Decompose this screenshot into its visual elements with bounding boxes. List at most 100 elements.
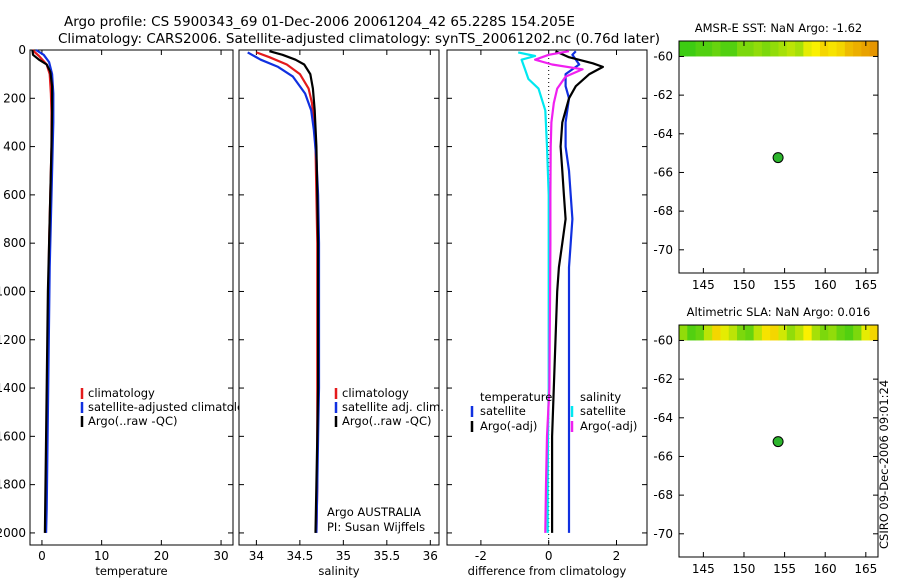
legend-group-title: temperature — [480, 390, 552, 404]
x-axis-label: salinity — [318, 564, 359, 578]
x-tick-label: 34.5 — [287, 549, 314, 563]
map-title: Altimetric SLA: NaN Argo: 0.016 — [687, 305, 871, 319]
legend-group-title: salinity — [580, 390, 621, 404]
x-axis-label: difference from climatology — [468, 564, 627, 578]
map-cell — [778, 41, 788, 57]
y-tick-label: -66 — [653, 165, 673, 179]
legend-label: satellite adj. clim. — [342, 400, 444, 414]
legend-label: Argo(-adj) — [580, 419, 637, 433]
x-axis-label: temperature — [95, 564, 167, 578]
map-cell — [687, 41, 697, 57]
map-cell — [786, 41, 796, 57]
map-cell — [786, 325, 796, 341]
plot-frame — [238, 49, 440, 546]
map-cell — [679, 41, 688, 57]
map-cell — [728, 41, 738, 57]
panel-sst_map: 145 150 155 160 165 -60 -62 -64 -66 -68 -70 AMSR-E … — [653, 21, 879, 292]
map-cell — [745, 41, 755, 57]
annotation-text: PI: Susan Wijffels — [327, 520, 425, 534]
series-line-satellite-adjusted-climatology — [35, 49, 55, 533]
float-position-marker — [772, 152, 784, 164]
map-cell — [770, 325, 780, 341]
y-tick-label: -64 — [653, 127, 673, 141]
map-cell — [819, 41, 829, 57]
y-tick-label: -62 — [653, 372, 673, 386]
x-tick-label: 34 — [249, 549, 264, 563]
map-cell — [836, 325, 846, 341]
map-cell — [861, 325, 871, 341]
legend-label: Argo(-adj) — [480, 419, 537, 433]
map-cell — [770, 41, 780, 57]
map-frame — [678, 40, 879, 274]
map-cell — [844, 325, 854, 341]
map-cell — [795, 41, 804, 57]
map-cell — [861, 41, 871, 57]
y-tick-label: 400 — [3, 140, 26, 154]
x-tick-label: 20 — [154, 549, 169, 563]
x-tick-label: 0 — [38, 549, 46, 563]
y-tick-label: -70 — [653, 527, 673, 541]
map-cell — [737, 325, 746, 341]
map-cell — [761, 325, 771, 341]
y-tick-label: -70 — [653, 243, 673, 257]
legend-label: Argo(..raw -QC) — [342, 414, 432, 428]
series-line-argo-raw-qc- — [269, 50, 320, 533]
legend-label: satellite-adjusted climatology — [88, 400, 258, 414]
map-cell — [819, 325, 829, 341]
x-tick-label: 160 — [814, 562, 837, 576]
map-cell — [853, 41, 863, 57]
y-tick-label: 200 — [3, 91, 26, 105]
annotation-text: Argo AUSTRALIA — [327, 505, 421, 519]
y-tick-label: 1400 — [0, 381, 26, 395]
map-cell — [828, 325, 838, 341]
x-tick-label: 30 — [213, 549, 228, 563]
map-title: AMSR-E SST: NaN Argo: -1.62 — [695, 21, 863, 35]
series-line-temperature-satellite — [564, 50, 581, 533]
x-tick-label: 155 — [773, 278, 796, 292]
legend-label: climatology — [88, 386, 155, 400]
y-tick-label: -62 — [653, 88, 673, 102]
map-cell — [728, 325, 738, 341]
map-cell — [703, 325, 713, 341]
map-cell — [720, 325, 730, 341]
header-line-2: Climatology: CARS2006. Satellite-adjuste… — [58, 31, 660, 47]
map-cell — [745, 325, 755, 341]
y-tick-label: 600 — [3, 188, 26, 202]
legend-label: satellite — [480, 404, 526, 418]
x-tick-label: 160 — [814, 278, 837, 292]
map-cell — [803, 41, 813, 57]
legend-label: climatology — [342, 386, 409, 400]
x-tick-label: 165 — [854, 278, 877, 292]
y-tick-label: 800 — [3, 236, 26, 250]
series-line-argo-raw-qc- — [31, 49, 54, 533]
y-tick-label: -60 — [653, 49, 673, 63]
panels: 0102030020040060080010001200140016001800… — [0, 21, 879, 578]
float-position-marker — [772, 436, 784, 448]
panel-salinity: 34 34.5 35 35.5 36 salinity climatologysatelli… — [238, 49, 444, 578]
map-cell — [720, 41, 730, 57]
map-cell — [803, 325, 813, 341]
side-stamp: CSIRO 09-Dec-2006 09:01:24 — [877, 380, 891, 549]
y-tick-label: -68 — [653, 488, 673, 502]
series-line-salinity-argo-adj- — [534, 50, 584, 533]
x-tick-label: 145 — [692, 562, 715, 576]
x-tick-label: 10 — [94, 549, 109, 563]
map-cell — [753, 325, 763, 341]
legend-label: Argo(..raw -QC) — [88, 414, 178, 428]
y-tick-label: 1200 — [0, 333, 26, 347]
y-tick-label: -60 — [653, 333, 673, 347]
y-tick-label: 1600 — [0, 429, 26, 443]
map-cell — [712, 41, 722, 57]
map-cell — [811, 41, 821, 57]
x-tick-label: 36 — [423, 549, 438, 563]
x-tick-label: 35 — [336, 549, 351, 563]
panel-sla_map: 145 150 155 160 165 -60 -62 -64 -66 -68 -70 Altimet… — [653, 305, 879, 576]
x-tick-label: 150 — [733, 278, 756, 292]
map-cell — [869, 325, 879, 341]
map-cell — [695, 41, 705, 57]
y-tick-label: 2000 — [0, 526, 26, 540]
map-cell — [703, 41, 713, 57]
legend-label: satellite — [580, 404, 626, 418]
y-tick-label: -66 — [653, 449, 673, 463]
